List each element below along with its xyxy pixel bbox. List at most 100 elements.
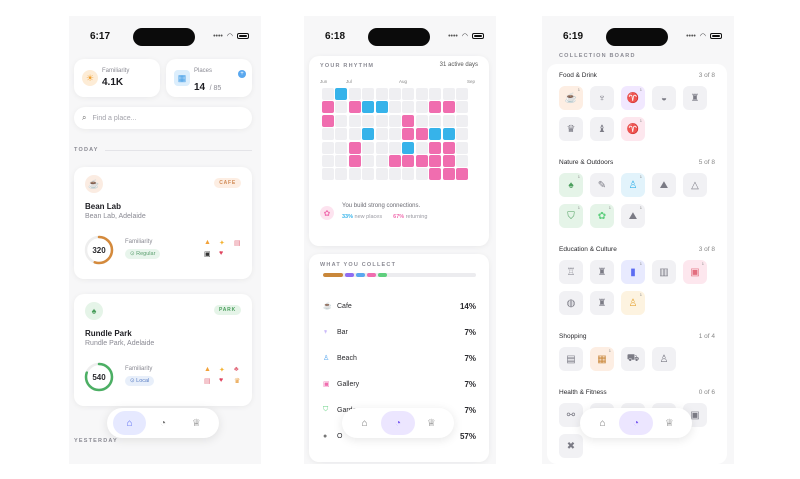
tab-home[interactable]: ⌂: [113, 411, 147, 435]
collect-row[interactable]: ♆ Bar 7%: [323, 327, 476, 337]
battery-icon: [710, 33, 722, 39]
rhythm-title: YOUR RHYTHM: [320, 63, 375, 69]
shield-icon[interactable]: ⛉ 1: [559, 204, 583, 228]
heatmap-day: [375, 128, 388, 141]
tab-badges[interactable]: ♕: [180, 411, 213, 435]
market-icon[interactable]: ▦ 1: [590, 347, 614, 371]
section-tiles: ♠ 1 ✎ ♙ 1 ⛰ △ ⛉ 1 ✿ 1 ⛰ 1: [559, 173, 729, 228]
tree-icon[interactable]: ♠ 1: [559, 173, 583, 197]
heatmap-day: [348, 128, 361, 141]
hills-icon[interactable]: ⛰ 1: [621, 204, 645, 228]
dynamic-island: [606, 28, 668, 46]
cup-icon: ☕: [323, 303, 332, 310]
leaf-icon[interactable]: ✎: [590, 173, 614, 197]
new-label: new places: [354, 214, 383, 220]
fork-icon[interactable]: ♆: [590, 86, 614, 110]
bowl-icon[interactable]: ◒: [652, 86, 676, 110]
tab-stats[interactable]: ◔: [146, 411, 179, 435]
wifi-icon: ◠: [226, 33, 233, 40]
map-icon: ▦: [174, 70, 190, 86]
places-card[interactable]: ▦ Places 14 / 85 +: [166, 59, 252, 97]
shop-icon[interactable]: ♜: [683, 86, 707, 110]
collect-row[interactable]: ♙ Beach 7%: [323, 353, 476, 363]
search-bar[interactable]: ⌕ Find a place...: [74, 107, 252, 129]
heatmap-day: [348, 88, 361, 100]
heatmap-day: [415, 101, 428, 114]
dumbbell-icon[interactable]: ⚯: [559, 403, 583, 427]
glass-icon[interactable]: ♈ 1: [621, 86, 645, 110]
heatmap-day: [415, 168, 428, 181]
flower-icon[interactable]: ✿ 1: [590, 204, 614, 228]
museum-icon[interactable]: ♜: [590, 260, 614, 284]
cart-icon[interactable]: ⛟: [621, 347, 645, 371]
heatmap-day: [388, 168, 401, 181]
tab-bar: ⌂ ◔ ♕: [580, 408, 692, 438]
heatmap-day: [335, 114, 348, 127]
screen-collection: 6:19 •••• ◠ COLLECTION BOARD Food & Drin…: [542, 16, 734, 464]
heatmap-day: [335, 101, 348, 114]
trophy-icon: ♕: [191, 417, 201, 429]
signal-icon: ••••: [686, 32, 696, 40]
familiarity-label: Familiarity: [102, 68, 130, 74]
library-icon[interactable]: ▥: [652, 260, 676, 284]
wifi-icon: ◠: [699, 33, 706, 40]
search-input[interactable]: Find a place...: [92, 114, 137, 122]
place-card-rundle-park[interactable]: ♠ PARK Rundle Park Rundle Park, Adelaide…: [74, 294, 252, 406]
fire-icon: ▲: [204, 366, 211, 373]
flask-icon[interactable]: ♛: [559, 117, 583, 141]
tab-badges[interactable]: ♕: [653, 411, 686, 435]
dynamic-island: [368, 28, 430, 46]
heart-icon: ♥: [219, 250, 224, 257]
heatmap-day: [375, 168, 388, 181]
wine-icon[interactable]: ♈ 1: [621, 117, 645, 141]
person-icon[interactable]: ♙ 1: [621, 173, 645, 197]
ret-label: returning: [405, 214, 428, 220]
school-icon[interactable]: ♖: [559, 260, 583, 284]
shield-icon: ⛉: [323, 406, 329, 413]
tab-badges[interactable]: ♕: [415, 411, 448, 435]
calendar-icon: ▤: [204, 378, 211, 385]
status-bar: 6:19 •••• ◠: [542, 16, 734, 52]
pie-chart-icon: ◔: [159, 417, 167, 429]
temple-icon[interactable]: ♜: [590, 291, 614, 315]
gallery-icon[interactable]: ▣ 1: [683, 260, 707, 284]
person-icon: ♙: [323, 355, 330, 362]
heatmap-day: [348, 141, 361, 154]
heatmap-day: [429, 88, 442, 100]
heatmap-day: [429, 168, 442, 181]
cup-icon[interactable]: ☕ 1: [559, 86, 583, 110]
heatmap-day: [362, 88, 375, 100]
heatmap-day: [402, 128, 415, 141]
theater-icon[interactable]: ◍: [559, 291, 583, 315]
tools-icon[interactable]: ✖: [559, 434, 583, 458]
statue-icon[interactable]: ♙ 1: [621, 291, 645, 315]
tab-stats[interactable]: ◔: [619, 411, 653, 435]
heatmap-day: [362, 114, 375, 127]
book-icon[interactable]: ▮ 1: [621, 260, 645, 284]
place-card-bean-lab[interactable]: ☕ CAFE Bean Lab Bean Lab, Adelaide 320 F…: [74, 167, 252, 279]
tab-home[interactable]: ⌂: [586, 411, 619, 435]
tab-stats[interactable]: ◔: [381, 411, 415, 435]
camp-icon[interactable]: △: [683, 173, 707, 197]
add-place-icon[interactable]: +: [238, 70, 246, 78]
check-icon: ⊙: [130, 251, 137, 257]
bag-icon[interactable]: ♙: [652, 347, 676, 371]
screen-rhythm: 6:18 •••• ◠ YOUR RHYTHM 31 active days J…: [304, 16, 496, 464]
home-icon: ⌂: [126, 417, 133, 429]
heatmap-day: [362, 101, 375, 114]
store-icon[interactable]: ▤: [559, 347, 583, 371]
mountain-icon[interactable]: ⛰: [652, 173, 676, 197]
heatmap-day: [335, 154, 348, 167]
bottle-icon[interactable]: ♝: [590, 117, 614, 141]
tab-home[interactable]: ⌂: [348, 411, 381, 435]
heatmap-day: [322, 114, 334, 127]
places-label: Places: [194, 68, 213, 74]
familiarity-card[interactable]: ☀ Familiarity 4.1K: [74, 59, 160, 97]
collect-row[interactable]: ● O 57%: [323, 431, 476, 441]
collect-row[interactable]: ▣ Gallery 7%: [323, 379, 476, 389]
bag-icon: ▣: [204, 251, 211, 258]
image-icon: ▣: [323, 381, 330, 388]
collect-row[interactable]: ☕ Cafe 14%: [323, 301, 476, 311]
collect-bar: [323, 273, 476, 277]
tab-bar: ⌂ ◔ ♕: [107, 408, 219, 438]
